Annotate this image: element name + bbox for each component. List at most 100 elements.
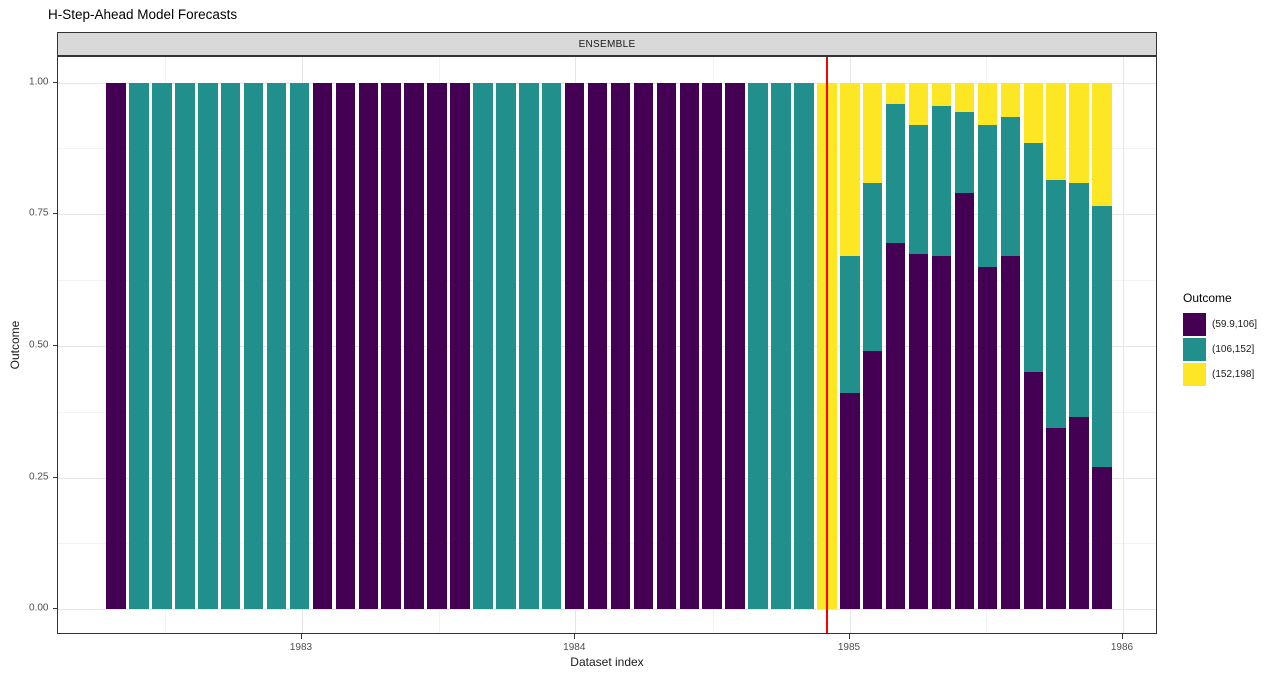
bar-38-segment-(106,152]: [954, 111, 975, 194]
y-tick-mark: [52, 81, 57, 83]
bar-33-segment-(59.9,106]: [840, 393, 860, 610]
bar-14-segment-(59.9,106]: [404, 82, 424, 610]
bar-44-segment-(106,152]: [1092, 206, 1112, 468]
bar-17-segment-(106,152]: [473, 82, 493, 610]
bar-44-segment-(152,198]: [1092, 82, 1112, 207]
y-tick-mark: [52, 476, 57, 478]
bar-23-segment-(59.9,106]: [610, 82, 631, 610]
bar-41-segment-(59.9,106]: [1023, 372, 1043, 610]
bar-39-segment-(59.9,106]: [977, 266, 998, 610]
bar-43-segment-(152,198]: [1069, 82, 1089, 183]
bar-1-segment-(59.9,106]: [106, 82, 126, 610]
bar-18-segment-(106,152]: [496, 82, 516, 610]
bar-13-segment-(59.9,106]: [381, 82, 401, 610]
gridline-x-major: [1123, 57, 1124, 633]
x-tick-mark: [301, 634, 302, 639]
bar-34-segment-(59.9,106]: [862, 351, 883, 610]
x-tick-label: 1986: [1110, 641, 1134, 653]
y-tick-label: 0.75: [29, 207, 49, 219]
bar-20-segment-(106,152]: [541, 82, 562, 610]
bar-2-segment-(106,152]: [129, 82, 149, 610]
bar-43-segment-(106,152]: [1069, 182, 1089, 418]
bar-8-segment-(106,152]: [266, 82, 287, 610]
bar-28-segment-(59.9,106]: [725, 82, 745, 610]
legend-label: (152,198]: [1212, 369, 1255, 380]
bar-5-segment-(106,152]: [198, 82, 218, 610]
bar-12-segment-(59.9,106]: [358, 82, 379, 610]
bar-31-segment-(106,152]: [794, 82, 814, 610]
bar-36-segment-(59.9,106]: [908, 253, 929, 610]
bar-42-segment-(106,152]: [1046, 180, 1066, 428]
x-axis-title: Dataset index: [570, 655, 644, 669]
bar-36-segment-(106,152]: [908, 124, 929, 254]
bar-35-segment-(59.9,106]: [885, 243, 906, 610]
legend-swatch: [1183, 363, 1206, 386]
facet-strip-label: ENSEMBLE: [578, 38, 636, 50]
bar-6-segment-(106,152]: [220, 82, 241, 610]
bar-22-segment-(59.9,106]: [587, 82, 608, 610]
bar-41-segment-(106,152]: [1023, 143, 1043, 373]
bar-39-segment-(152,198]: [977, 82, 998, 125]
bar-25-segment-(59.9,106]: [656, 82, 677, 610]
bar-35-segment-(152,198]: [885, 82, 906, 104]
y-tick-mark: [52, 608, 57, 610]
x-tick-label: 1985: [837, 641, 861, 653]
legend-swatch: [1183, 338, 1206, 361]
x-tick-mark: [1122, 634, 1123, 639]
bar-34-segment-(152,198]: [862, 82, 883, 183]
y-tick-label: 0.25: [29, 471, 49, 483]
legend: Outcome (59.9,106] (106,152] (152,198]: [1183, 291, 1257, 387]
bar-29-segment-(106,152]: [748, 82, 768, 610]
y-tick-label: 1.00: [29, 76, 49, 88]
bar-11-segment-(59.9,106]: [335, 82, 356, 610]
bar-38-segment-(59.9,106]: [954, 193, 975, 610]
y-tick-label: 0.50: [29, 339, 49, 351]
bar-38-segment-(152,198]: [954, 82, 975, 112]
bar-39-segment-(106,152]: [977, 124, 998, 267]
bar-44-segment-(59.9,106]: [1092, 467, 1112, 610]
bar-37-segment-(106,152]: [931, 106, 952, 257]
bar-27-segment-(59.9,106]: [702, 82, 722, 610]
bar-33-segment-(152,198]: [840, 82, 860, 257]
forecast-origin-line: [825, 57, 828, 633]
x-tick-label: 1984: [563, 641, 586, 653]
bar-37-segment-(59.9,106]: [931, 256, 952, 610]
legend-swatch: [1183, 313, 1206, 336]
bar-16-segment-(59.9,106]: [450, 82, 470, 610]
legend-label: (59.9,106]: [1212, 319, 1258, 330]
bar-3-segment-(106,152]: [152, 82, 172, 610]
bar-40-segment-(59.9,106]: [1000, 256, 1021, 610]
legend-item: (106,152]: [1183, 337, 1257, 362]
legend-item: (152,198]: [1183, 362, 1257, 387]
bar-10-segment-(59.9,106]: [312, 82, 333, 610]
legend-title: Outcome: [1183, 291, 1232, 305]
y-tick-label: 0.00: [29, 602, 49, 614]
bar-40-segment-(152,198]: [1000, 82, 1021, 117]
plot-panel: [57, 56, 1157, 634]
x-tick-mark: [849, 634, 850, 639]
bar-36-segment-(152,198]: [908, 82, 929, 125]
legend-label: (106,152]: [1212, 344, 1255, 355]
bar-7-segment-(106,152]: [243, 82, 264, 610]
bar-24-segment-(59.9,106]: [633, 82, 654, 610]
bar-30-segment-(106,152]: [771, 82, 791, 610]
bar-33-segment-(106,152]: [840, 256, 860, 394]
bar-42-segment-(152,198]: [1046, 82, 1066, 181]
bar-9-segment-(106,152]: [289, 82, 310, 610]
gridline-y-major: [58, 609, 1156, 611]
y-tick-mark: [52, 344, 57, 346]
bar-35-segment-(106,152]: [885, 103, 906, 244]
x-tick-mark: [574, 634, 576, 639]
bar-37-segment-(152,198]: [931, 82, 952, 107]
bar-21-segment-(59.9,106]: [564, 82, 585, 610]
legend-item: (59.9,106]: [1183, 312, 1257, 337]
x-tick-label: 1983: [289, 641, 313, 653]
bar-26-segment-(59.9,106]: [679, 82, 700, 610]
legend-items: (59.9,106] (106,152] (152,198]: [1183, 312, 1257, 387]
bar-19-segment-(106,152]: [519, 82, 539, 610]
y-tick-mark: [52, 213, 57, 215]
bar-4-segment-(106,152]: [175, 82, 195, 610]
plot-title: H-Step-Ahead Model Forecasts: [48, 7, 238, 22]
facet-strip: ENSEMBLE: [57, 32, 1157, 56]
